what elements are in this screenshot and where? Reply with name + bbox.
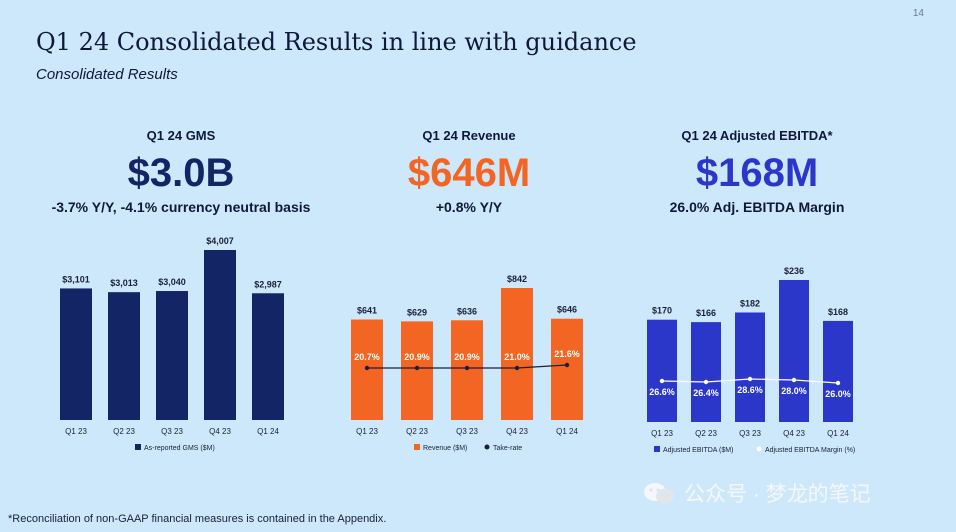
bar — [108, 292, 140, 420]
line-label: 20.7% — [354, 352, 380, 362]
legend-label: Adjusted EBITDA Margin (%) — [765, 447, 855, 454]
legend-label: Revenue ($M) — [423, 445, 467, 452]
data-label: $636 — [457, 306, 477, 316]
data-label: $842 — [507, 274, 527, 284]
legend-marker — [414, 444, 420, 450]
line-label: 20.9% — [404, 352, 430, 362]
legend-marker — [135, 444, 141, 450]
line-point — [791, 377, 797, 383]
line-point — [364, 365, 370, 371]
bar — [204, 250, 236, 420]
bar — [647, 319, 677, 422]
x-tick-label: Q4 23 — [506, 427, 528, 436]
x-tick-label: Q1 23 — [65, 427, 87, 436]
revenue-change: +0.8% Y/Y — [435, 199, 503, 215]
data-label: $236 — [784, 266, 804, 276]
data-label: $629 — [407, 307, 427, 317]
bar — [60, 288, 92, 420]
line-label: 28.6% — [737, 385, 763, 395]
legend-label: As-reported GMS ($M) — [144, 445, 215, 452]
revenue-panel: Q1 24 Revenue $646M +0.8% Y/Y — [314, 128, 624, 215]
x-tick-label: Q1 24 — [257, 427, 279, 436]
page-title: Q1 24 Consolidated Results in line with … — [36, 28, 637, 56]
line-label: 26.0% — [825, 389, 851, 399]
data-label: $3,040 — [158, 277, 186, 287]
watermark-text: 公众号 · 梦龙的笔记 — [684, 483, 871, 506]
data-label: $2,987 — [254, 279, 282, 289]
legend-marker — [654, 446, 660, 452]
watermark: 公众号 · 梦龙的笔记 — [642, 478, 871, 508]
data-label: $168 — [828, 307, 848, 317]
data-label: $170 — [652, 306, 672, 316]
line-label: 21.6% — [554, 349, 580, 359]
data-label: $646 — [557, 305, 577, 315]
bar — [823, 320, 853, 422]
x-tick-label: Q1 24 — [556, 427, 578, 436]
revenue-chart: $641 Q1 23 $629 Q2 23 $636 Q3 23 $842 Q4 23 $646… — [351, 274, 583, 452]
line-point — [464, 365, 470, 371]
bar — [551, 318, 583, 420]
bar — [156, 291, 188, 420]
x-tick-label: Q3 23 — [456, 427, 478, 436]
gms-label: Q1 24 GMS — [146, 128, 216, 143]
line-point — [703, 379, 709, 385]
gms-change: -3.7% Y/Y, -4.1% currency neutral basis — [51, 199, 311, 215]
x-tick-label: Q4 23 — [209, 427, 231, 436]
x-tick-label: Q1 24 — [827, 429, 849, 438]
line-label: 20.9% — [454, 352, 480, 362]
data-label: $3,101 — [62, 274, 90, 284]
ebitda-margin: 26.0% Adj. EBITDA Margin — [669, 199, 845, 215]
line-point — [514, 365, 520, 371]
x-tick-label: Q2 23 — [695, 429, 717, 438]
ebitda-label: Q1 24 Adjusted EBITDA* — [681, 128, 833, 143]
line-point — [659, 378, 665, 384]
page-subtitle: Consolidated Results — [36, 66, 178, 83]
gms-chart: $3,101 Q1 23 $3,013 Q2 23 $3,040 Q3 23 $4,007 Q… — [60, 236, 284, 452]
x-tick-label: Q3 23 — [739, 429, 761, 438]
data-label: $166 — [696, 308, 716, 318]
line-point — [747, 376, 753, 382]
legend-marker — [484, 444, 490, 450]
footnote: *Reconciliation of non-GAAP financial me… — [8, 513, 387, 525]
line-label: 26.4% — [693, 388, 719, 398]
bar — [691, 322, 721, 422]
x-tick-label: Q3 23 — [161, 427, 183, 436]
line-label: 21.0% — [504, 352, 530, 362]
data-label: $182 — [740, 298, 760, 308]
data-label: $641 — [357, 306, 377, 316]
legend-label: Adjusted EBITDA ($M) — [663, 447, 733, 454]
x-tick-label: Q2 23 — [113, 427, 135, 436]
line-point — [835, 380, 841, 386]
gms-panel: Q1 24 GMS $3.0B -3.7% Y/Y, -4.1% currenc… — [26, 128, 336, 215]
revenue-value: $646M — [407, 151, 531, 195]
bar — [501, 288, 533, 420]
bar — [779, 280, 809, 422]
legend-marker — [756, 446, 762, 452]
data-label: $4,007 — [206, 236, 234, 246]
legend-label: Take-rate — [493, 445, 522, 452]
gms-value: $3.0B — [127, 151, 235, 195]
line-point — [564, 362, 570, 368]
x-tick-label: Q1 23 — [356, 427, 378, 436]
x-tick-label: Q1 23 — [651, 429, 673, 438]
x-tick-label: Q4 23 — [783, 429, 805, 438]
revenue-label: Q1 24 Revenue — [422, 128, 516, 143]
line-label: 28.0% — [781, 386, 807, 396]
page-number: 14 — [912, 8, 924, 19]
bar — [252, 293, 284, 420]
ebitda-panel: Q1 24 Adjusted EBITDA* $168M 26.0% Adj. … — [602, 128, 912, 215]
ebitda-value: $168M — [695, 151, 819, 195]
wechat-icon — [644, 483, 674, 504]
ebitda-chart: $170 Q1 23 $166 Q2 23 $182 Q3 23 $236 Q4 23 $168… — [647, 266, 855, 454]
bar — [735, 312, 765, 422]
line-label: 26.6% — [649, 387, 675, 397]
line-point — [414, 365, 420, 371]
bar — [401, 321, 433, 420]
data-label: $3,013 — [110, 278, 138, 288]
x-tick-label: Q2 23 — [406, 427, 428, 436]
